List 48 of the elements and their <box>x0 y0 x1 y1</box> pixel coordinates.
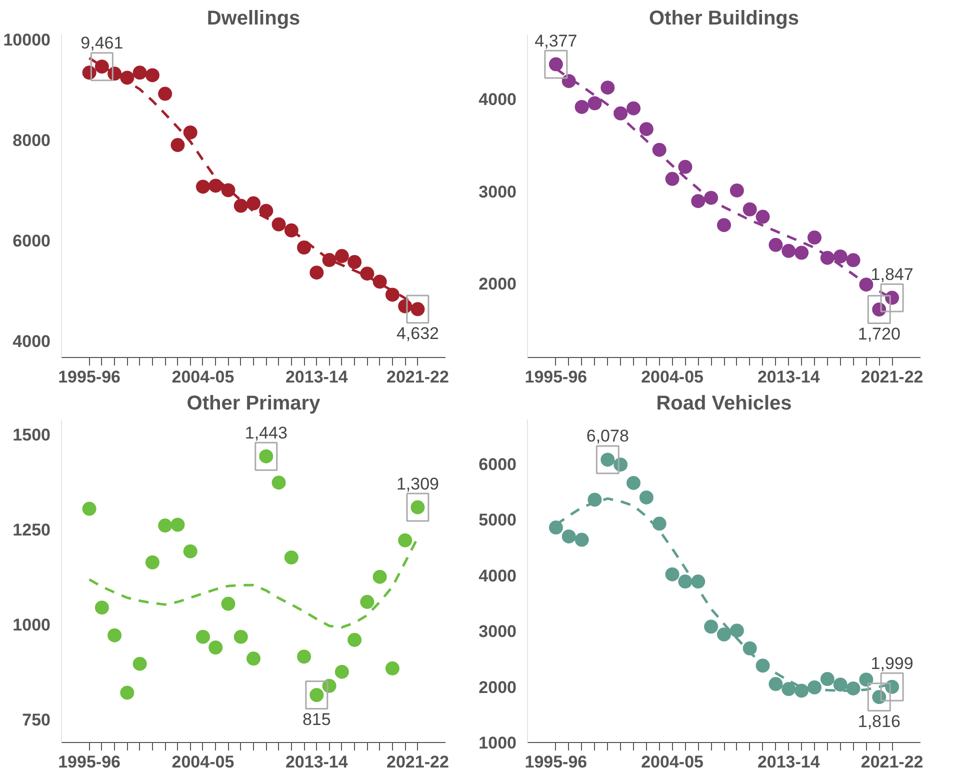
annotation: 815 <box>302 710 331 729</box>
x-tick-label: 2021-22 <box>386 752 449 772</box>
x-tick-label: 2021-22 <box>386 368 449 386</box>
y-tick-label: 3000 <box>478 182 517 202</box>
x-tick-label: 2013-14 <box>757 752 820 772</box>
y-tick-label: 4000 <box>478 90 517 110</box>
x-tick-label: 1995-96 <box>58 752 120 772</box>
annotation: 1,309 <box>396 474 439 494</box>
y-tick-label: 6000 <box>12 231 51 250</box>
y-tick-label: 1250 <box>12 520 51 540</box>
x-tick-label: 2004-05 <box>172 752 234 772</box>
y-tick-label: 6000 <box>478 455 517 474</box>
annotation: 1,443 <box>244 423 288 442</box>
annotation: 1,816 <box>858 712 900 732</box>
y-tick-label: 1000 <box>478 734 517 752</box>
x-tick-label: 2004-05 <box>641 752 704 772</box>
x-tick-label: 2004-05 <box>641 368 704 386</box>
annotation: 4,632 <box>396 324 439 344</box>
y-tick-label: 4000 <box>478 566 517 586</box>
y-tick-label: 2000 <box>478 274 517 294</box>
annotation: 1,999 <box>870 654 914 673</box>
x-tick-label: 1995-96 <box>58 368 120 386</box>
x-tick-label: 2004-05 <box>172 368 234 386</box>
y-tick-label: 1000 <box>12 616 51 635</box>
annotation: 1,847 <box>870 264 914 284</box>
y-tick-label: 750 <box>22 710 51 730</box>
annotation: 1,720 <box>858 324 900 344</box>
y-tick-label: 2000 <box>478 678 517 697</box>
x-tick-label: 2021-22 <box>860 752 924 772</box>
y-tick-label: 1500 <box>12 426 51 445</box>
annotation: 6,078 <box>586 426 629 446</box>
y-tick-label: 10000 <box>3 30 51 50</box>
x-tick-label: 2013-14 <box>757 368 820 386</box>
x-tick-label: 2021-22 <box>860 368 924 386</box>
x-tick-label: 2013-14 <box>285 368 348 386</box>
annotation: 4,377 <box>534 31 578 50</box>
chart-title: Road Vehicles <box>656 392 792 414</box>
chart-title: Other Buildings <box>649 8 799 30</box>
y-tick-label: 4000 <box>12 332 51 351</box>
chart-title: Other Primary <box>186 392 322 414</box>
x-tick-label: 1995-96 <box>524 752 588 772</box>
annotation: 9,461 <box>80 34 124 53</box>
chart-title: Dwellings <box>206 8 300 30</box>
y-tick-label: 8000 <box>12 130 51 150</box>
y-tick-label: 3000 <box>478 622 517 642</box>
x-tick-label: 1995-96 <box>524 368 588 386</box>
y-tick-label: 5000 <box>478 510 517 530</box>
x-tick-label: 2013-14 <box>285 752 348 772</box>
